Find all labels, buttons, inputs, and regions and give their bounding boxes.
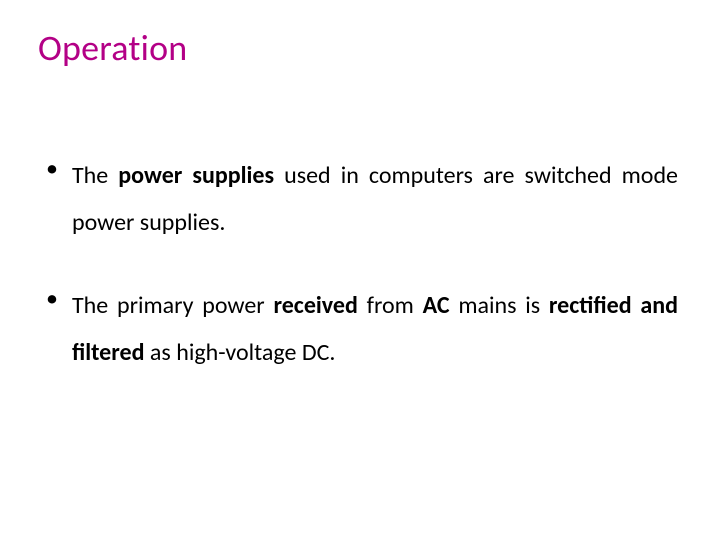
text-run: received [273,291,366,320]
bullet-item: • The primary power received from AC main… [44,282,678,376]
bullet-item: • The power supplies used in computers ar… [44,152,678,246]
bullet-text: The primary power received from AC mains… [72,282,678,376]
content-area: • The power supplies used in computers ar… [38,152,682,376]
text-run: The [72,161,118,190]
text-run: AC [423,291,459,320]
slide: Operation • The power supplies used in co… [0,0,720,540]
bullet-dot-icon: • [46,282,58,316]
bullet-dot-icon: • [46,152,58,186]
bullet-text: The power supplies used in computers are… [72,152,678,246]
text-run: power supplies [118,161,284,190]
text-run: as high-voltage DC. [150,338,336,367]
page-title: Operation [38,26,682,70]
text-run: The primary power [72,291,273,320]
text-run: mains is [458,291,549,320]
text-run: from [367,291,423,320]
